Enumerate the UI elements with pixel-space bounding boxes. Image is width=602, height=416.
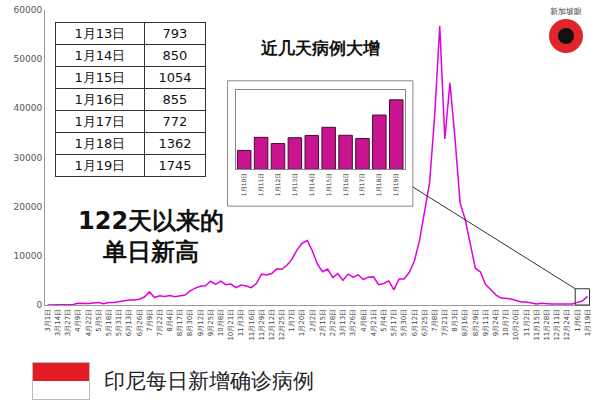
html-text:1月19日: 1月19日 xyxy=(74,157,126,173)
html-text:1月15日: 1月15日 xyxy=(74,69,126,85)
svg-text:60000: 60000 xyxy=(14,5,43,15)
svg-text:1月7日: 1月7日 xyxy=(288,309,296,332)
svg-text:6月13日: 6月13日 xyxy=(125,309,133,336)
svg-text:10月7日: 10月7日 xyxy=(502,309,510,336)
svg-text:1月20日: 1月20日 xyxy=(298,309,306,336)
svg-text:11月15日: 11月15日 xyxy=(533,309,541,341)
svg-text:7月9日: 7月9日 xyxy=(146,309,154,332)
html-text:1362: 1362 xyxy=(158,136,192,151)
svg-text:7月22日: 7月22日 xyxy=(156,309,164,336)
html-text:新加坡眼: 新加坡眼 xyxy=(550,7,582,16)
svg-text:5月18日: 5月18日 xyxy=(105,309,113,336)
html-text:1月14日: 1月14日 xyxy=(74,47,126,63)
svg-text:2月15日: 2月15日 xyxy=(319,309,327,336)
svg-text:40000: 40000 xyxy=(14,103,43,113)
svg-text:3月26日: 3月26日 xyxy=(349,309,357,336)
svg-text:11月16日: 11月16日 xyxy=(248,309,256,341)
html-text:1745: 1745 xyxy=(158,158,192,173)
svg-text:1月12日: 1月12日 xyxy=(274,173,281,196)
svg-text:8月4日: 8月4日 xyxy=(166,309,174,332)
svg-text:3月27日: 3月27日 xyxy=(64,309,72,336)
svg-text:7月8日: 7月8日 xyxy=(431,309,439,332)
svg-text:4月21日: 4月21日 xyxy=(370,309,378,336)
svg-text:4月8日: 4月8日 xyxy=(360,309,368,332)
html-text:1月13日: 1月13日 xyxy=(74,25,126,41)
svg-text:9月11日: 9月11日 xyxy=(482,309,490,336)
svg-text:3月1日: 3月1日 xyxy=(44,309,52,332)
svg-text:9月24日: 9月24日 xyxy=(492,309,500,336)
svg-text:1月17日: 1月17日 xyxy=(358,173,365,196)
svg-text:6月25日: 6月25日 xyxy=(421,309,429,336)
svg-text:8月30日: 8月30日 xyxy=(186,309,194,336)
html-text:1054: 1054 xyxy=(158,70,192,85)
svg-text:1月6日: 1月6日 xyxy=(574,309,582,332)
svg-text:5月30日: 5月30日 xyxy=(400,309,408,336)
svg-text:9月25日: 9月25日 xyxy=(207,309,215,336)
svg-text:5月31日: 5月31日 xyxy=(115,309,123,336)
svg-text:3月13日: 3月13日 xyxy=(339,309,347,336)
html-text:772: 772 xyxy=(162,114,188,129)
svg-text:4月9日: 4月9日 xyxy=(74,309,82,332)
svg-text:11月2日: 11月2日 xyxy=(523,309,531,336)
svg-text:12月24日: 12月24日 xyxy=(563,309,571,341)
svg-text:12月25日: 12月25日 xyxy=(278,309,286,341)
svg-text:30000: 30000 xyxy=(14,153,43,163)
svg-text:10000: 10000 xyxy=(14,251,43,261)
svg-text:1月14日: 1月14日 xyxy=(308,173,315,196)
svg-text:1月16日: 1月16日 xyxy=(342,173,349,196)
svg-text:5月4日: 5月4日 xyxy=(380,309,388,332)
svg-text:11月3日: 11月3日 xyxy=(237,309,245,336)
html-text:印尼每日新增确诊病例: 印尼每日新增确诊病例 xyxy=(104,369,314,393)
svg-text:8月29日: 8月29日 xyxy=(472,309,480,336)
svg-text:6月26日: 6月26日 xyxy=(136,309,144,336)
svg-text:1月15日: 1月15日 xyxy=(325,173,332,196)
svg-text:0: 0 xyxy=(36,300,42,310)
svg-text:12月11日: 12月11日 xyxy=(553,309,561,341)
svg-text:1月10日: 1月10日 xyxy=(240,173,247,196)
svg-text:10月20日: 10月20日 xyxy=(512,309,520,341)
svg-text:2月2日: 2月2日 xyxy=(309,309,317,332)
html-text:850: 850 xyxy=(162,48,188,63)
svg-text:7月21日: 7月21日 xyxy=(441,309,449,336)
svg-text:1月19日: 1月19日 xyxy=(392,173,399,196)
svg-text:3月14日: 3月14日 xyxy=(54,309,62,336)
svg-text:近几天病例大增: 近几天病例大增 xyxy=(260,38,380,58)
svg-text:10月8日: 10月8日 xyxy=(217,309,225,336)
html-text:793: 793 xyxy=(162,26,188,41)
html-text:1月16日: 1月16日 xyxy=(74,91,126,107)
html-text:1月18日: 1月18日 xyxy=(74,135,126,151)
svg-text:5月5日: 5月5日 xyxy=(95,309,103,332)
svg-text:11月29日: 11月29日 xyxy=(258,309,266,341)
svg-text:1月13日: 1月13日 xyxy=(291,173,298,196)
svg-text:12月12日: 12月12日 xyxy=(268,309,276,341)
svg-text:50000: 50000 xyxy=(14,54,43,64)
svg-text:11月28日: 11月28日 xyxy=(543,309,551,341)
svg-text:8月3日: 8月3日 xyxy=(451,309,459,332)
svg-text:5月17日: 5月17日 xyxy=(390,309,398,336)
svg-text:122天以来的单日新高: 122天以来的单日新高 xyxy=(78,207,224,266)
svg-text:6月12日: 6月12日 xyxy=(411,309,419,336)
svg-text:4月22日: 4月22日 xyxy=(85,309,93,336)
svg-text:20000: 20000 xyxy=(14,202,43,212)
svg-text:9月12日: 9月12日 xyxy=(197,309,205,336)
svg-text:1月11日: 1月11日 xyxy=(257,173,264,196)
html-text:1月17日: 1月17日 xyxy=(74,113,126,129)
svg-text:8月17日: 8月17日 xyxy=(176,309,184,336)
svg-text:10月21日: 10月21日 xyxy=(227,309,235,341)
html-text:855: 855 xyxy=(162,92,188,107)
svg-text:8月16日: 8月16日 xyxy=(461,309,469,336)
svg-text:1月19日: 1月19日 xyxy=(584,309,592,336)
svg-text:2月28日: 2月28日 xyxy=(329,309,337,336)
svg-text:1月18日: 1月18日 xyxy=(375,173,382,196)
